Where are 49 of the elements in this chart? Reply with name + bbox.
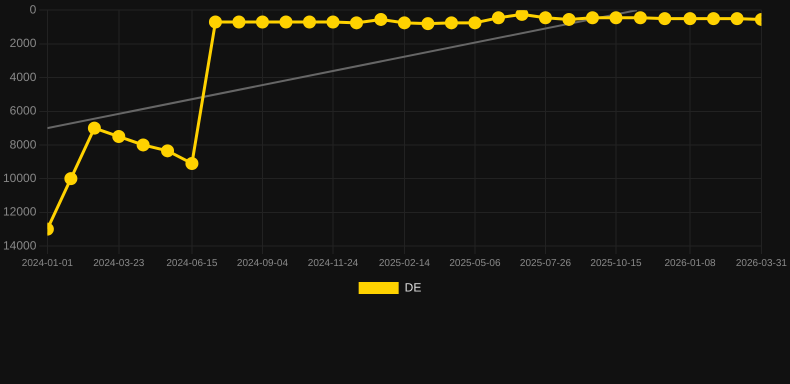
point [64, 172, 78, 186]
point [610, 11, 622, 24]
point [374, 12, 388, 26]
y-tick-label: 4000 [10, 70, 37, 84]
point [658, 12, 672, 26]
point [136, 138, 150, 152]
point [302, 15, 316, 28]
y-tick-label: 10000 [2, 170, 37, 185]
point [326, 15, 340, 28]
point [398, 16, 411, 30]
y-tick-label: 0 [30, 2, 37, 17]
point [161, 144, 174, 158]
point [562, 12, 576, 26]
point [256, 15, 269, 28]
x-tick-label: 2024-11-24 [308, 258, 359, 269]
point [185, 156, 198, 170]
point [232, 15, 246, 28]
x-tick-label: 2024-03-23 [93, 258, 145, 269]
point [492, 11, 505, 24]
point [634, 11, 647, 24]
point [538, 11, 552, 24]
y-tick-label: 8000 [10, 137, 37, 152]
x-tick-label: 2025-10-15 [590, 258, 642, 269]
x-tick-label: 2024-06-15 [166, 258, 218, 269]
point [350, 16, 364, 30]
point [684, 12, 697, 26]
x-tick-label: 2026-01-08 [664, 258, 716, 269]
x-tick-label: 2025-07-26 [520, 258, 572, 269]
x-tick-label: 2026-03-31 [736, 258, 788, 269]
point [208, 15, 222, 28]
point [444, 16, 458, 30]
y-tick-label: 12000 [2, 204, 37, 219]
point [707, 12, 720, 26]
y-tick-label: 14000 [2, 238, 37, 252]
x-tick-label: 2025-05-06 [449, 258, 501, 269]
y-tick-label: 2000 [10, 36, 37, 50]
point [421, 17, 434, 30]
point [730, 12, 744, 26]
x-tick-label: 2024-09-04 [236, 258, 288, 269]
legend-label: DE [404, 280, 422, 294]
point [88, 122, 101, 135]
point [515, 10, 528, 21]
point [112, 130, 126, 144]
x-tick-label: 2024-01-01 [22, 258, 74, 269]
point [586, 11, 599, 24]
y-tick-label: 6000 [10, 104, 37, 118]
point [468, 16, 482, 30]
x-tick-label: 2025-02-14 [378, 258, 430, 269]
point [279, 15, 292, 28]
